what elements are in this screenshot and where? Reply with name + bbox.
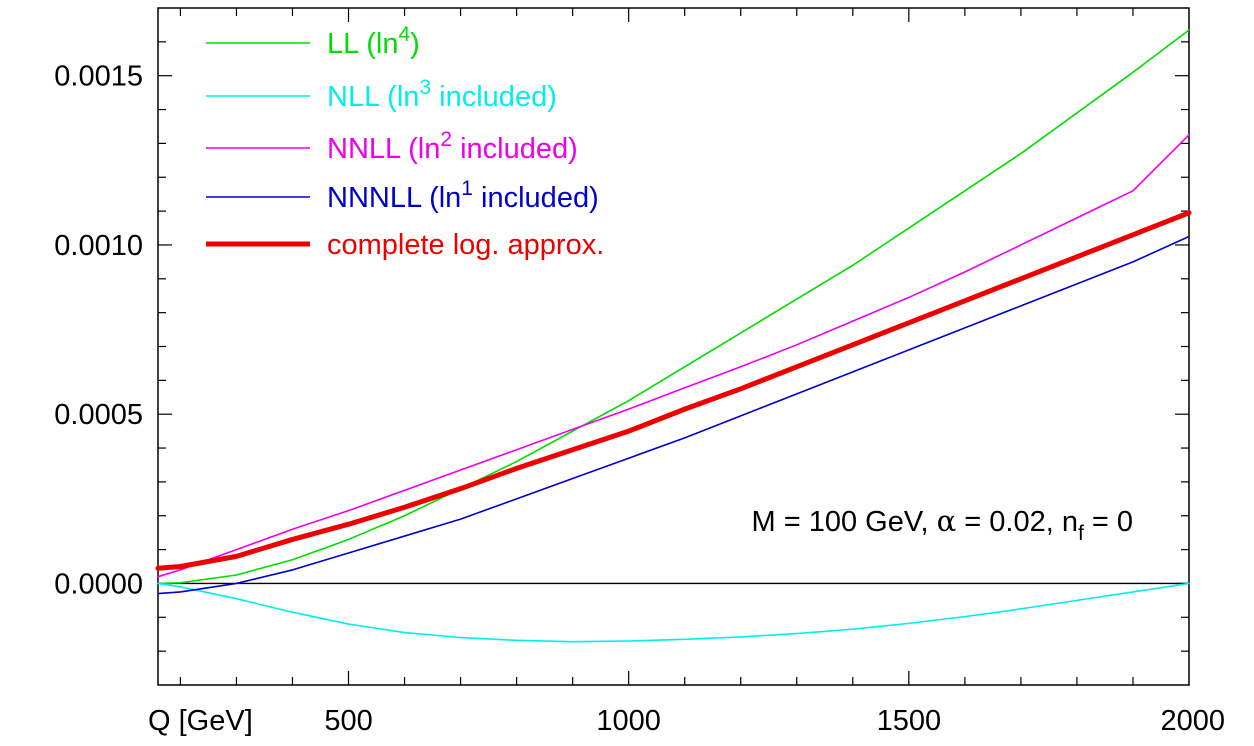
y-tick-label: 0.0010 [54,230,143,262]
legend-label: NNNLL (ln1 included) [327,177,599,214]
legend-label: complete log. approx. [327,229,604,261]
y-tick-label: 0.0005 [54,399,143,431]
legend-label: LL (ln4) [327,23,420,60]
x-tick-label: 1000 [596,705,661,737]
y-tick-label: 0.0000 [54,568,143,600]
tick-labels: 500 1000 1500 2000 Q [GeV] 0.0000 0.0005 0.0010… [54,61,1225,737]
series-line [157,29,1190,585]
series-lines [155,29,1192,643]
y-tick-label: 0.0015 [54,61,143,93]
x-tick-label: 500 [324,705,372,737]
x-tick-label: 1500 [877,705,942,737]
series-line [155,210,1192,571]
tick-marks [158,8,1189,685]
parameter-annotation: M = 100 GeV, α = 0.02, nf = 0 [751,504,1133,545]
series-line [157,134,1190,578]
legend-label: NLL (ln3 included) [327,76,557,113]
x-tick-label: 2000 [1160,705,1225,737]
legend-label: NNLL (ln2 included) [327,128,578,165]
series-line [157,582,1190,643]
legend: LL (ln4) NLL (ln3 included) NNLL (ln2 incl… [206,23,604,261]
x-axis-label: Q [GeV] [148,705,253,737]
series-line [157,235,1190,595]
